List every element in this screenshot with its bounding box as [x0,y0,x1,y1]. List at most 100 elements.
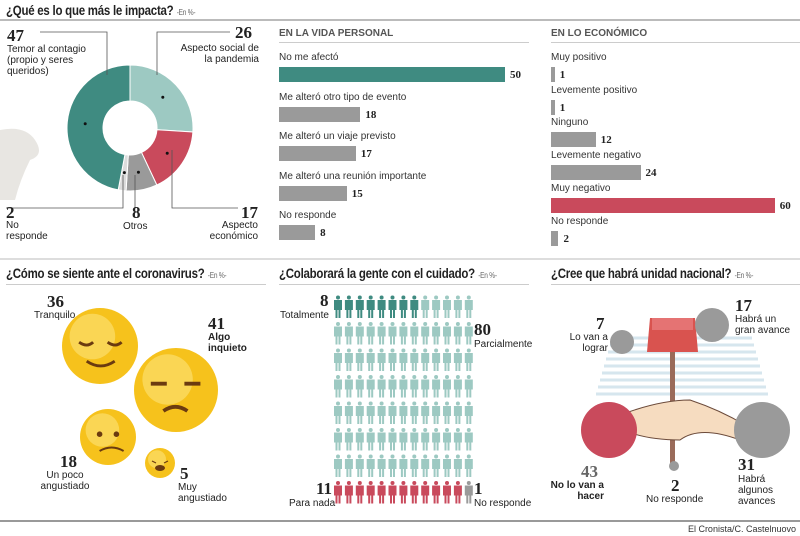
person-head [423,295,428,300]
person-icon [443,326,451,345]
person-icon [366,353,375,371]
person-head [336,401,340,406]
bar-value: 12 [600,134,612,147]
person-icon [377,379,386,398]
unity-value: 17 [735,296,752,315]
person-icon [399,300,408,318]
person-icon [421,300,430,318]
bar-value: 60 [779,199,791,212]
unity-bubble [581,402,637,458]
person-head [401,322,406,326]
sad-face-eye [113,431,120,438]
person-icon [334,459,342,477]
person-head [401,454,406,459]
feeling-title: ¿Cómo se siente ante el coronavirus? -En … [6,265,227,281]
collab-title: ¿Colaborará la gente con el cuidado? -En … [279,265,497,281]
person-icon [399,432,408,451]
picto-label: No responde [474,498,532,509]
person-icon [453,353,462,371]
person-icon [432,326,441,345]
slice-value: 17 [241,203,258,222]
slice-dot [165,151,169,155]
person-head [455,428,460,432]
person-head [466,348,471,353]
unity-label: No responde [646,494,704,505]
unity-label: Habrá un gran avance [735,314,791,336]
feeling-value: 18 [60,452,77,471]
person-icon [344,406,353,424]
person-icon [410,300,419,318]
feeling-label: Tranquilo [34,310,76,321]
sad-face-mouth [99,446,125,452]
slice-label: Otros [123,221,148,232]
title-text: ¿Cómo se siente ante el coronavirus? [6,265,205,281]
slice-dot [161,95,165,99]
person-head [434,295,439,300]
person-icon [432,379,441,398]
person-icon [443,379,451,398]
person-icon [366,459,375,477]
figure-illustration [0,128,39,200]
person-icon [377,300,386,318]
person-head [445,375,449,379]
person-head [445,322,449,326]
person-head [455,375,460,379]
slice-value: 2 [6,203,15,222]
donut-slice [129,64,194,133]
person-icon [410,379,419,398]
lamp-shade-top [652,318,693,330]
person-icon [388,300,397,318]
person-head [401,348,406,353]
person-head [379,322,384,326]
person-head [466,375,471,379]
person-icon [388,353,397,371]
person-head [466,481,471,485]
person-icon [355,379,364,398]
person-icon [453,300,462,318]
person-head [336,322,340,326]
person-icon [464,459,473,477]
bar-value: 2 [563,232,569,245]
credit: El Cronista/C. Castelnuovo [687,524,796,534]
unity-label: No lo van a hacer [550,480,604,502]
person-head [379,401,384,406]
bar-value: 50 [510,69,521,81]
bar [551,99,555,115]
feeling-value: 41 [208,314,225,333]
person-icon [366,326,375,345]
person-head [455,401,460,406]
person-icon [377,326,386,345]
bar-label: Ninguno [551,117,589,129]
person-icon [388,379,397,398]
person-head [390,295,395,300]
person-icon [366,432,375,451]
person-icon [377,353,386,371]
leader-line [40,31,108,75]
divider [551,42,800,43]
person-head [423,454,428,459]
unit-text: -En %- [207,271,227,280]
picto-value: 8 [320,291,329,310]
person-icon [410,432,419,451]
person-icon [421,432,430,451]
person-head [368,481,373,485]
anguish-face-mouth [155,465,165,471]
person-icon [334,379,342,398]
person-head [423,428,428,432]
person-head [455,295,460,300]
person-head [379,375,384,379]
person-head [390,348,395,353]
person-head [423,481,428,485]
bar [551,67,555,82]
person-icon [432,406,441,424]
person-icon [366,485,375,504]
person-icon [388,406,397,424]
person-head [466,428,471,432]
person-icon [399,379,408,398]
person-head [412,401,417,406]
divider [0,19,800,21]
person-icon [334,353,342,371]
person-icon [334,485,342,504]
bar-value: 1 [559,69,566,81]
